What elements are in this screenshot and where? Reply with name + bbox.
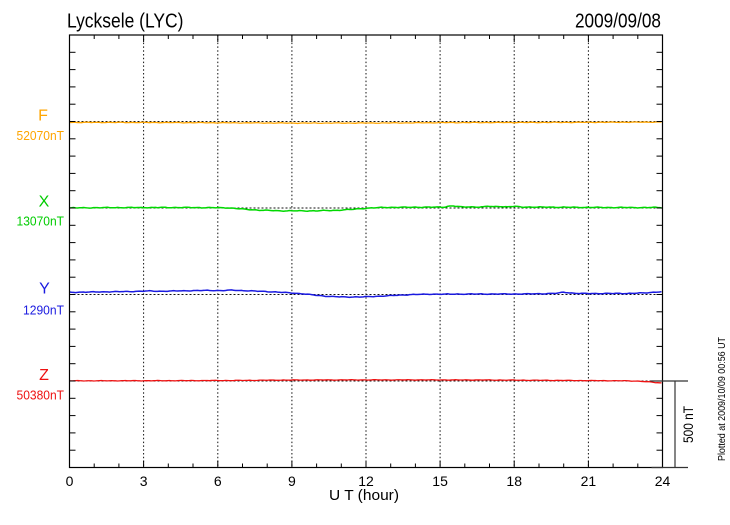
svg-text:3: 3 [140,473,148,489]
svg-text:Plotted at 2009/10/09 00:56 UT: Plotted at 2009/10/09 00:56 UT [717,337,728,461]
svg-text:Z: Z [39,367,49,384]
svg-text:Lycksele (LYC): Lycksele (LYC) [67,11,184,33]
svg-text:12: 12 [358,473,374,489]
svg-text:2009/09/08: 2009/09/08 [575,11,661,33]
svg-text:50380nT: 50380nT [17,389,65,403]
svg-text:500 nT: 500 nT [681,406,696,443]
svg-text:F: F [38,108,48,125]
svg-text:24: 24 [655,473,671,489]
svg-text:1290nT: 1290nT [23,304,64,318]
svg-text:U T (hour): U T (hour) [329,488,399,504]
svg-text:Y: Y [39,281,50,298]
svg-text:9: 9 [288,473,296,489]
svg-text:X: X [39,194,50,211]
svg-text:13070nT: 13070nT [17,215,65,229]
svg-text:6: 6 [214,473,222,489]
svg-text:15: 15 [432,473,448,489]
svg-text:52070nT: 52070nT [17,129,65,143]
svg-text:18: 18 [506,473,522,489]
svg-text:0: 0 [66,473,74,489]
svg-text:21: 21 [581,473,597,489]
